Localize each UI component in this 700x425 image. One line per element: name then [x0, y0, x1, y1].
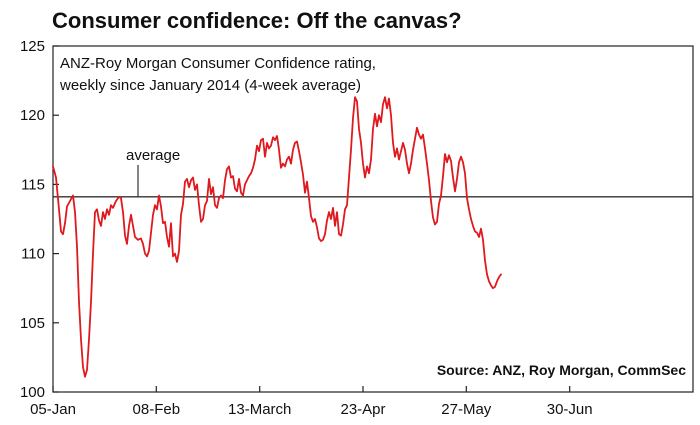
x-tick-label: 23-Apr [340, 401, 385, 418]
chart-subtitle-line-2: weekly since January 2014 (4-week averag… [59, 77, 361, 94]
y-tick-label: 125 [20, 38, 45, 55]
x-tick-label: 08-Feb [133, 401, 181, 418]
y-tick-label: 100 [20, 384, 45, 401]
chart-subtitle-line-1: ANZ-Roy Morgan Consumer Confidence ratin… [60, 55, 376, 72]
x-tick-label: 13-March [228, 401, 291, 418]
source-note: Source: ANZ, Roy Morgan, CommSec [437, 362, 686, 378]
x-tick-label: 30-Jun [547, 401, 593, 418]
y-tick-label: 115 [21, 176, 45, 193]
y-tick-label: 105 [20, 315, 45, 332]
x-tick-label: 27-May [441, 401, 492, 418]
series-line-confidence [52, 96, 502, 378]
y-tick-label: 110 [21, 246, 45, 263]
average-label: average [126, 147, 180, 164]
y-tick-label: 120 [20, 107, 45, 124]
page-title: Consumer confidence: Off the canvas? [52, 8, 462, 33]
x-axis: 05-Jan 08-Feb 13-March 23-Apr 27-May 30-Jun [30, 386, 593, 418]
plot-area [52, 45, 694, 393]
series-layer [52, 96, 502, 378]
x-tick-label: 05-Jan [30, 401, 76, 418]
y-axis: 100 105 110 115 120 125 [20, 38, 59, 401]
